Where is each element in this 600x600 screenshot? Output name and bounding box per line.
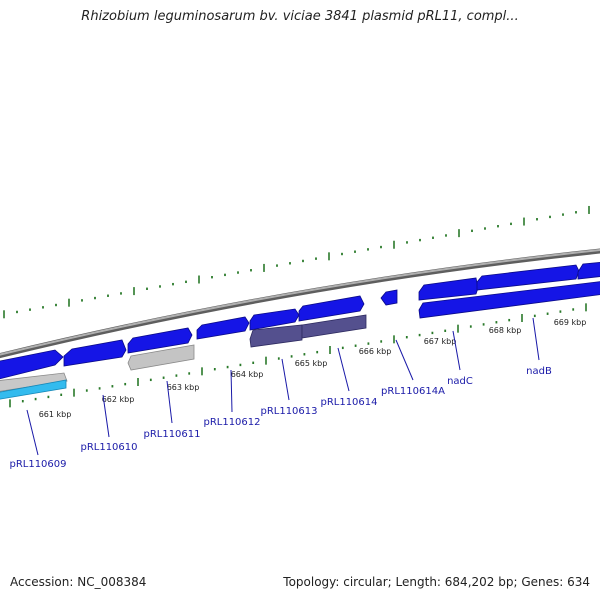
gene-label-leader <box>166 380 173 424</box>
gene-label-leader <box>532 317 540 361</box>
topology-summary: Topology: circular; Length: 684,202 bp; … <box>283 575 590 589</box>
gene-label[interactable]: pRL110611 <box>143 429 200 440</box>
position-tick-label: 664 kbp <box>231 370 264 379</box>
gene-label-leader <box>102 394 110 438</box>
gene-label-leader <box>26 409 39 456</box>
accession-text: Accession: NC_008384 <box>10 575 147 589</box>
inner-position-ruler: 661 kbp 662 kbp 663 kbp 664 kbp 665 kbp 666 k… <box>9 303 587 419</box>
gene-label-leader <box>452 330 461 371</box>
position-tick-label: 662 kbp <box>102 395 135 404</box>
gene-feature[interactable] <box>127 344 195 371</box>
gene-feature[interactable] <box>196 316 250 340</box>
gene-label[interactable]: nadB <box>526 366 552 377</box>
position-tick-label: 669 kbp <box>554 318 587 327</box>
gene-label-leader <box>395 339 414 381</box>
gene-label[interactable]: nadC <box>447 376 473 387</box>
plasmid-backbone <box>0 248 600 359</box>
gene-feature[interactable] <box>418 277 479 301</box>
gene-label-layer: pRL110609pRL110610pRL110611pRL110612pRL1… <box>9 317 552 470</box>
gene-feature[interactable] <box>301 314 367 339</box>
gene-feature[interactable] <box>476 264 580 291</box>
gene-label-leader <box>337 347 350 392</box>
gene-feature[interactable] <box>249 308 300 331</box>
position-tick-label: 661 kbp <box>39 410 72 419</box>
gene-feature[interactable] <box>418 281 600 319</box>
gene-label[interactable]: pRL110612 <box>203 417 260 428</box>
position-tick-label: 663 kbp <box>167 383 200 392</box>
gene-feature[interactable] <box>577 262 600 280</box>
gene-feature[interactable] <box>298 295 365 322</box>
gene-label-leader <box>281 358 290 401</box>
forward-strand-genes <box>0 262 600 380</box>
gene-feature[interactable] <box>0 372 68 392</box>
map-title: Rhizobium leguminosarum bv. viciae 3841 … <box>81 9 519 24</box>
gene-feature[interactable] <box>0 349 64 380</box>
position-tick-label: 667 kbp <box>424 337 457 346</box>
gene-label[interactable]: pRL110614 <box>320 397 377 408</box>
position-tick-label: 666 kbp <box>359 347 392 356</box>
gene-feature[interactable] <box>63 339 127 367</box>
gene-label[interactable]: pRL110610 <box>80 442 137 453</box>
reverse-strand-genes <box>0 281 600 400</box>
gene-label[interactable]: pRL110614A <box>381 386 445 397</box>
gene-feature[interactable] <box>0 379 67 400</box>
position-tick-label: 665 kbp <box>295 359 328 368</box>
gene-feature[interactable] <box>127 327 193 354</box>
gene-label-leader <box>230 369 233 413</box>
position-tick-label: 668 kbp <box>489 326 522 335</box>
gene-label[interactable]: pRL110613 <box>260 406 317 417</box>
gene-feature[interactable] <box>249 324 303 348</box>
outer-position-ruler <box>3 205 590 319</box>
gene-label[interactable]: pRL110609 <box>9 459 66 470</box>
gene-feature[interactable] <box>380 289 398 306</box>
